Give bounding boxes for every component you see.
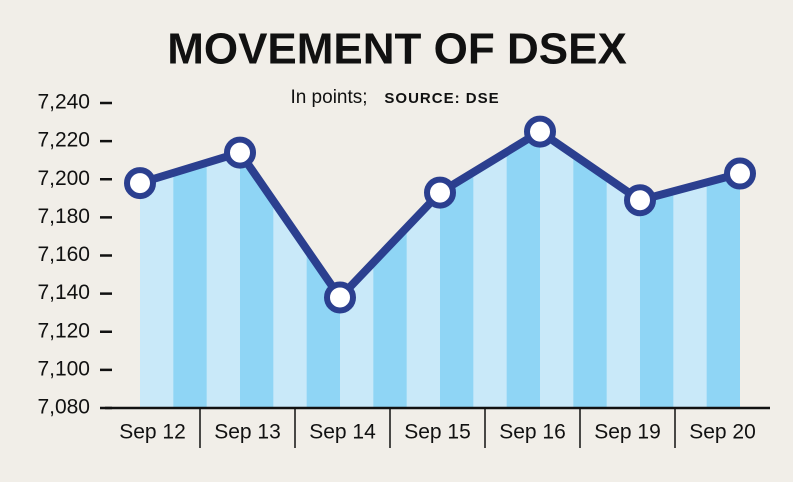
y-tick-label: 7,120 xyxy=(37,319,90,342)
y-tick-label: 7,180 xyxy=(37,205,90,228)
x-tick-label: Sep 19 xyxy=(594,421,661,444)
point-marker xyxy=(524,115,556,148)
area-stripe xyxy=(540,131,574,408)
x-tick-label: Sep 12 xyxy=(119,421,186,444)
y-tick-label: 7,200 xyxy=(37,167,90,190)
chart-title: MOVEMENT OF DSEX xyxy=(167,25,627,74)
y-tick-label: 7,140 xyxy=(37,281,90,304)
point-marker xyxy=(624,184,656,217)
chart-source: SOURCE: DSE xyxy=(384,90,499,107)
y-tick-label: 7,100 xyxy=(37,357,90,380)
area-stripe xyxy=(473,131,508,408)
point-marker xyxy=(724,157,756,190)
x-tick-label: Sep 16 xyxy=(499,421,566,444)
x-tick-label: Sep 15 xyxy=(404,421,471,444)
x-tick-label: Sep 20 xyxy=(689,421,756,444)
point-marker xyxy=(424,176,456,209)
y-tick-label: 7,080 xyxy=(37,396,90,419)
area-stripe xyxy=(206,131,241,408)
point-marker xyxy=(224,136,256,169)
area-stripe xyxy=(173,131,208,408)
chart-subtitle: In points; xyxy=(290,87,367,108)
y-tick-label: 7,160 xyxy=(37,243,90,266)
y-tick-label: 7,220 xyxy=(37,129,90,152)
point-marker xyxy=(124,167,156,200)
x-tick-label: Sep 14 xyxy=(309,421,376,444)
x-tick-label: Sep 13 xyxy=(214,421,281,444)
area-stripe xyxy=(506,131,541,408)
point-marker xyxy=(324,281,356,314)
y-tick-label: 7,240 xyxy=(37,91,90,114)
